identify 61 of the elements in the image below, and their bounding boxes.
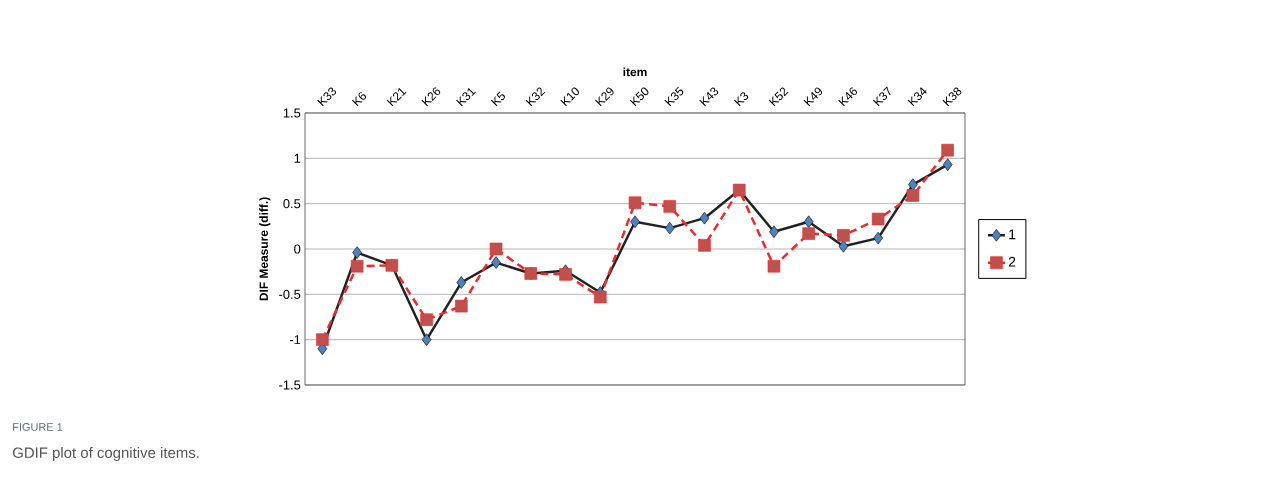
point xyxy=(871,212,885,226)
x-tick-label: K35 xyxy=(664,86,684,107)
point xyxy=(803,215,814,229)
point xyxy=(699,211,710,225)
y-tick-label: 1 xyxy=(294,153,301,163)
x-tick-label: K10 xyxy=(560,87,580,107)
legend-label: 1 xyxy=(1009,229,1016,240)
point xyxy=(802,227,815,240)
point xyxy=(664,221,675,235)
point xyxy=(350,259,364,273)
caption: FIGURE 1 xyxy=(13,423,63,431)
point xyxy=(630,215,640,229)
point xyxy=(769,225,779,239)
point xyxy=(906,189,920,202)
y-tick-label: 1.5 xyxy=(283,108,301,118)
x-tick-label: K38 xyxy=(942,87,962,107)
point xyxy=(594,290,607,304)
point xyxy=(456,276,467,289)
point xyxy=(837,229,850,242)
point xyxy=(455,299,468,313)
y-tick-label: 0 xyxy=(294,244,301,254)
x-tick-label: K52 xyxy=(768,87,789,107)
point xyxy=(352,246,362,259)
x-tick-label: K32 xyxy=(525,87,546,107)
x-tick-label: K37 xyxy=(872,86,891,107)
x-tick-label: K33 xyxy=(317,87,337,107)
point xyxy=(942,158,953,171)
text: GDIF plot of cognitive items. xyxy=(12,447,199,461)
x-tick-label: K34 xyxy=(907,87,927,107)
point xyxy=(559,268,572,281)
y-tick-label: -1.5 xyxy=(279,380,301,390)
x-tick-label: K5 xyxy=(490,91,505,107)
x-tick-label: K29 xyxy=(595,87,614,107)
point xyxy=(420,313,433,326)
point xyxy=(941,143,954,157)
point xyxy=(421,333,432,346)
x-tick-label: K6 xyxy=(351,92,367,107)
x-tick-label: K3 xyxy=(734,92,749,107)
point xyxy=(663,200,677,213)
x-tick-label: K49 xyxy=(803,87,823,107)
x-tick-label: K43 xyxy=(699,87,719,107)
x-tick-label: K31 xyxy=(456,87,476,107)
point xyxy=(489,242,503,256)
x-tick-label: K46 xyxy=(838,87,858,107)
x-axis-title: item xyxy=(623,67,647,77)
y-axis-title: DIF Measure (diff.) xyxy=(259,197,271,301)
y-tick-label: 0.5 xyxy=(283,199,301,209)
point xyxy=(767,259,781,273)
point xyxy=(698,239,711,252)
point xyxy=(316,333,329,346)
point xyxy=(628,196,642,210)
x-tick-label: K50 xyxy=(629,87,649,107)
point xyxy=(491,256,501,269)
x-tick-label: K21 xyxy=(386,88,407,107)
y-tick-label: -1 xyxy=(289,335,301,345)
x-tick-label: K26 xyxy=(421,87,441,107)
point xyxy=(908,178,918,191)
point xyxy=(873,231,883,245)
y-tick-label: -0.5 xyxy=(279,289,301,299)
point xyxy=(838,239,849,253)
legend-label: 2 xyxy=(1008,256,1016,267)
